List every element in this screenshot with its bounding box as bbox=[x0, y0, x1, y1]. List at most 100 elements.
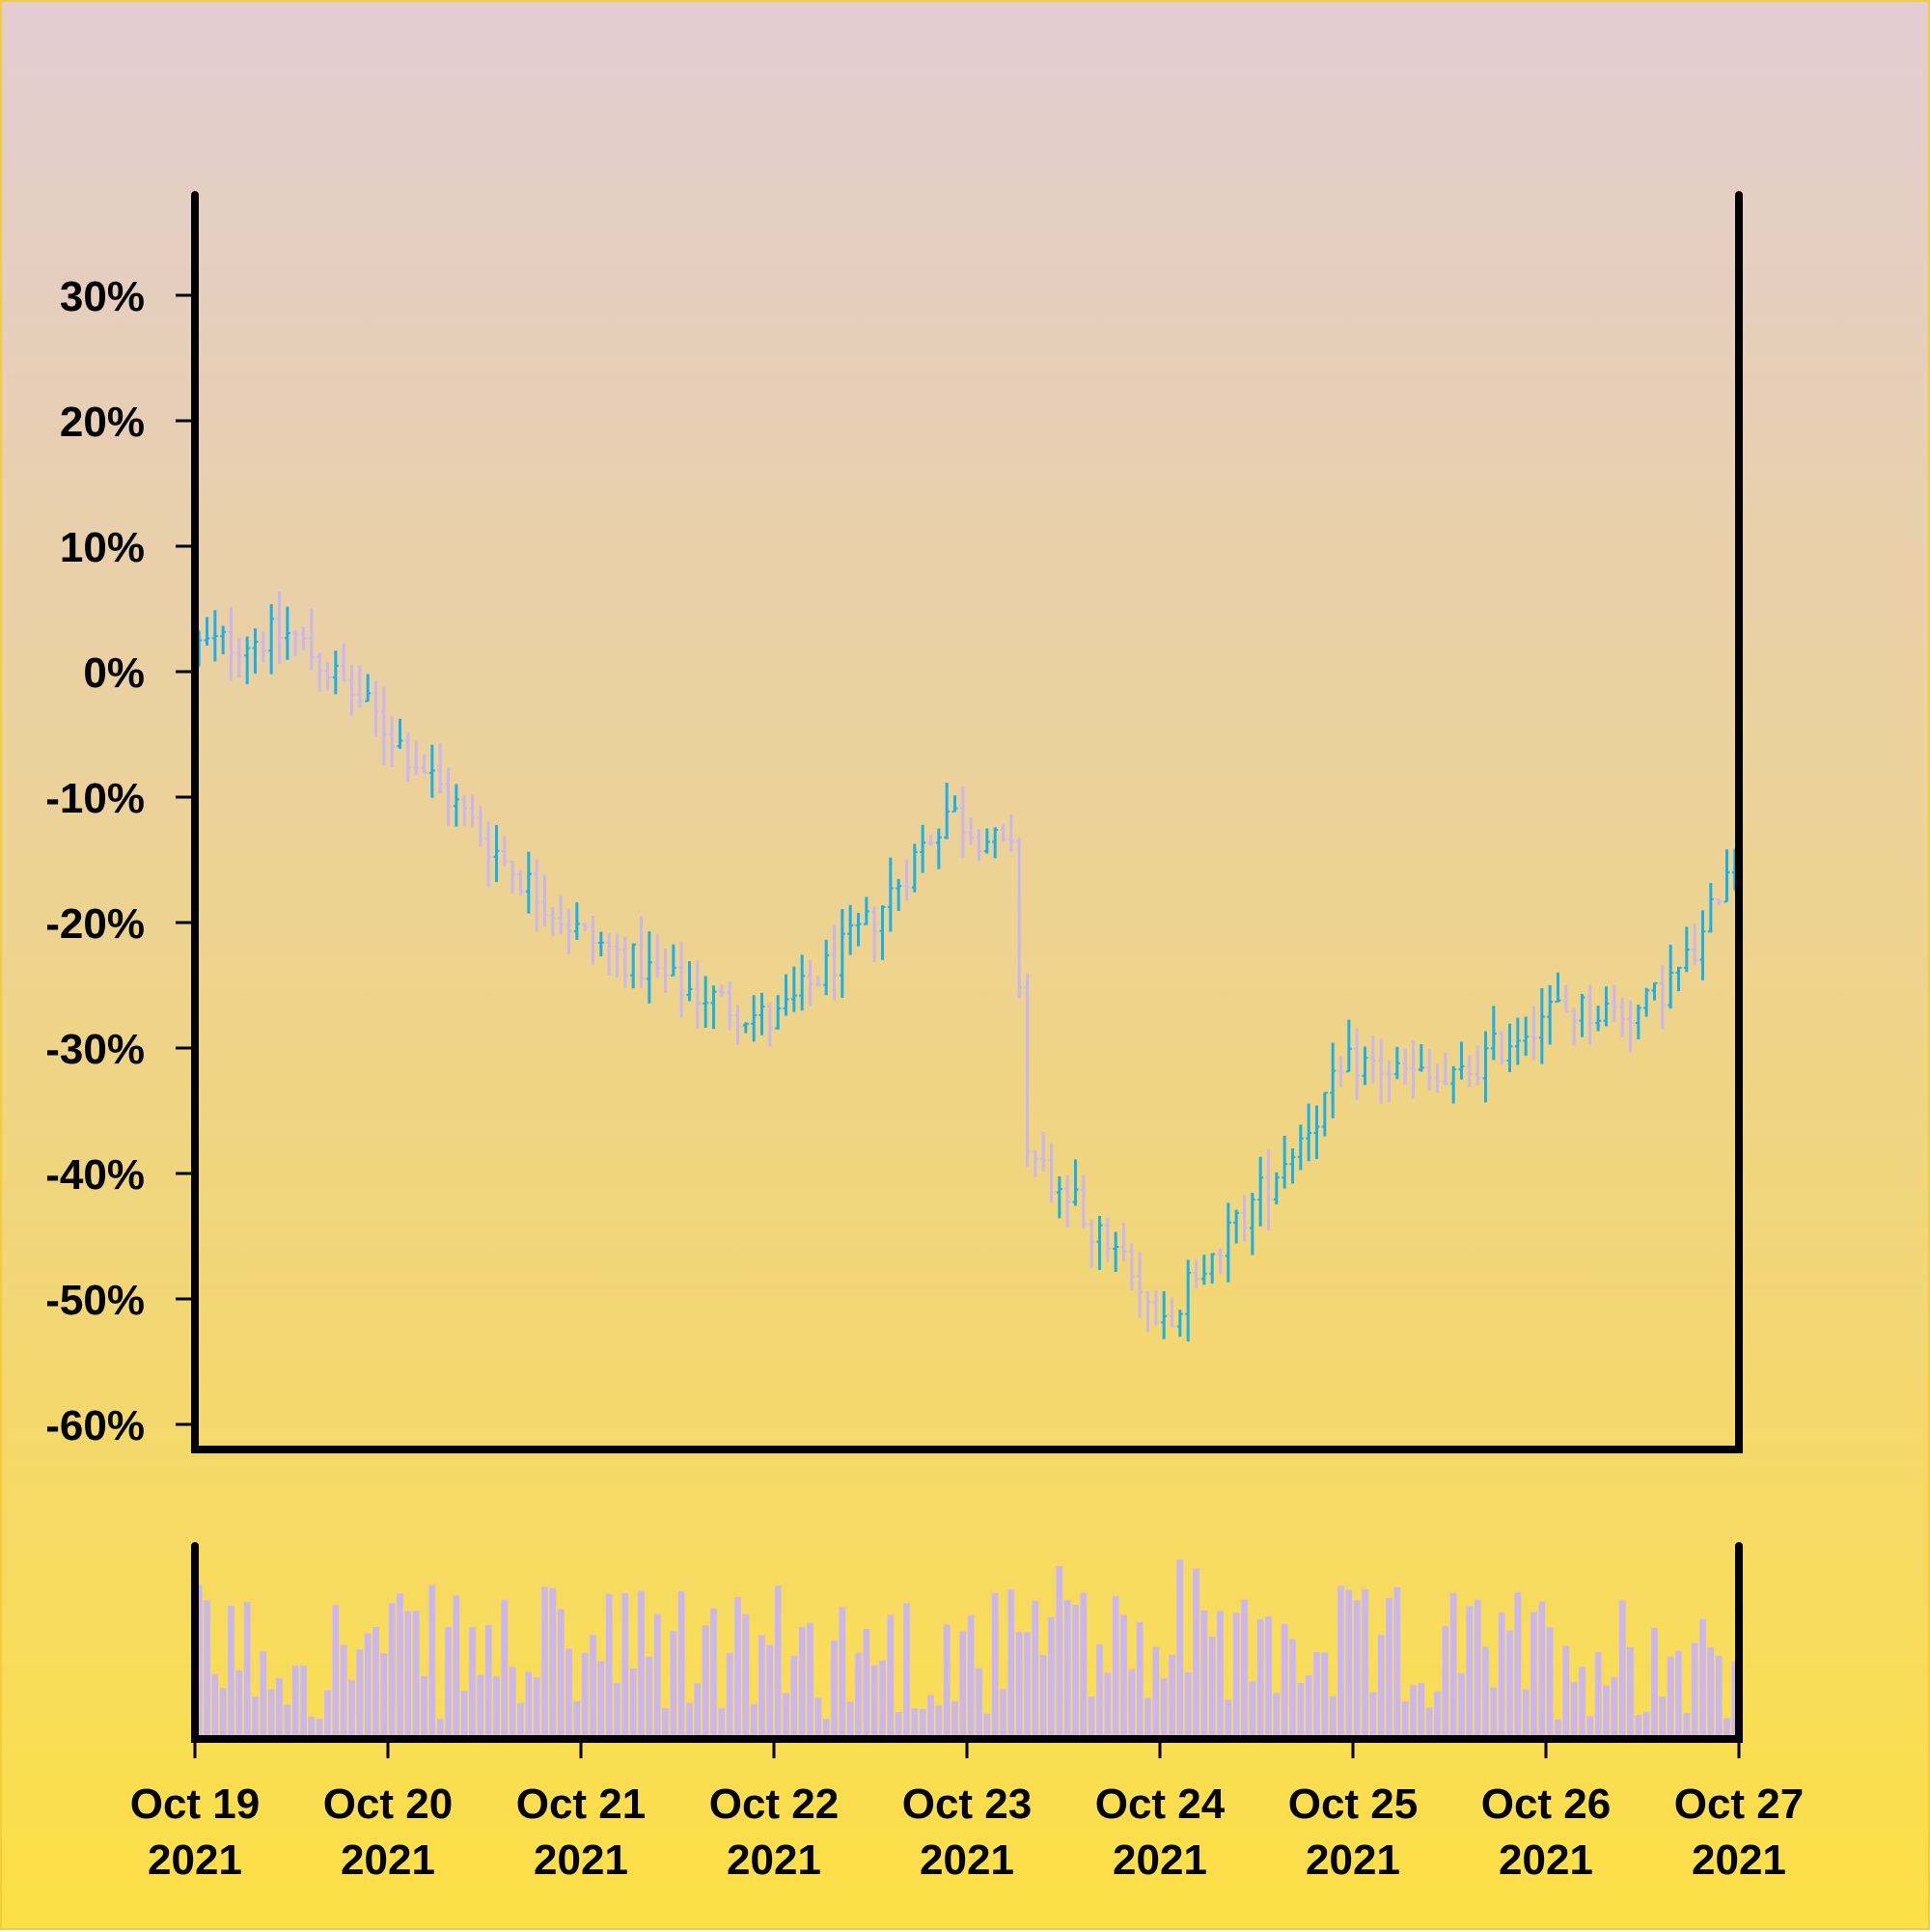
volume-bar bbox=[702, 1625, 709, 1739]
ohlc-bar bbox=[1586, 984, 1593, 1046]
ohlc-bar bbox=[389, 716, 396, 768]
ohlc-bar bbox=[1056, 1175, 1062, 1219]
ohlc-bar bbox=[775, 995, 782, 1030]
volume-bar bbox=[1723, 1718, 1730, 1739]
ohlc-bar bbox=[646, 931, 652, 1004]
ohlc-bar bbox=[590, 915, 596, 965]
ohlc-bar bbox=[558, 895, 565, 935]
volume-bar bbox=[983, 1713, 991, 1739]
volume-bar bbox=[1063, 1599, 1071, 1739]
volume-bar bbox=[798, 1626, 806, 1739]
ohlc-bar bbox=[630, 943, 637, 989]
ohlc-bar bbox=[1185, 1259, 1192, 1342]
ohlc-bar bbox=[428, 744, 435, 798]
ohlc-bar bbox=[525, 851, 532, 914]
volume-bar bbox=[397, 1593, 403, 1739]
ohlc-bar bbox=[461, 795, 468, 826]
ohlc-bar bbox=[1000, 823, 1006, 842]
ohlc-bar bbox=[983, 828, 990, 854]
volume-bar bbox=[774, 1586, 782, 1739]
volume-bar bbox=[1627, 1646, 1634, 1739]
ohlc-bar bbox=[517, 869, 524, 896]
ohlc-bar bbox=[1064, 1175, 1071, 1228]
volume-bar bbox=[1104, 1672, 1112, 1739]
ohlc-bar bbox=[1345, 1019, 1352, 1073]
ohlc-bar bbox=[751, 995, 758, 1042]
ohlc-bar bbox=[703, 976, 709, 1029]
volume-series bbox=[195, 1559, 1739, 1739]
ohlc-bar bbox=[1490, 1006, 1497, 1061]
volume-bar bbox=[1377, 1635, 1385, 1739]
ohlc-bar bbox=[718, 984, 725, 998]
ohlc-bar bbox=[1144, 1290, 1151, 1332]
volume-bar bbox=[1015, 1632, 1023, 1739]
volume-bar bbox=[204, 1600, 210, 1739]
volume-bar bbox=[1482, 1646, 1489, 1739]
volume-bar bbox=[1200, 1610, 1208, 1739]
ohlc-bar bbox=[244, 636, 251, 685]
ohlc-bar bbox=[1104, 1218, 1111, 1262]
volume-bar bbox=[1039, 1654, 1047, 1739]
ohlc-bar bbox=[397, 718, 403, 750]
ohlc-bar bbox=[437, 743, 444, 794]
ohlc-bar bbox=[1675, 966, 1682, 992]
ohlc-bar bbox=[501, 836, 508, 867]
ohlc-bar bbox=[356, 664, 363, 708]
ohlc-bar bbox=[1716, 897, 1723, 905]
volume-bar bbox=[1321, 1652, 1329, 1739]
ohlc-bar bbox=[1418, 1044, 1424, 1072]
volume-bar bbox=[284, 1704, 291, 1739]
volume-bar bbox=[1193, 1568, 1199, 1739]
ohlc-bar bbox=[1434, 1063, 1441, 1093]
volume-bar bbox=[436, 1719, 444, 1739]
volume-bar bbox=[501, 1599, 509, 1739]
ohlc-bar bbox=[1257, 1156, 1264, 1227]
ohlc-bar bbox=[573, 902, 580, 940]
x-tick-label-line2: 2021 bbox=[727, 1836, 821, 1884]
volume-bar bbox=[445, 1627, 452, 1739]
ohlc-bar bbox=[1530, 1006, 1537, 1061]
ohlc-bar bbox=[284, 606, 290, 660]
volume-bar bbox=[1345, 1589, 1353, 1739]
volume-bar bbox=[1184, 1671, 1192, 1739]
ohlc-bar bbox=[807, 959, 813, 1007]
volume-bar bbox=[291, 1666, 299, 1739]
volume-bar bbox=[1642, 1711, 1650, 1739]
ohlc-bar bbox=[727, 981, 733, 1031]
volume-bar bbox=[1651, 1627, 1658, 1739]
volume-bar bbox=[638, 1590, 645, 1739]
volume-bar bbox=[1579, 1667, 1585, 1739]
volume-bar bbox=[1530, 1612, 1537, 1739]
ohlc-bar bbox=[1273, 1172, 1280, 1204]
ohlc-bar bbox=[863, 897, 869, 925]
volume-bar bbox=[364, 1633, 372, 1739]
volume-bar bbox=[517, 1702, 524, 1739]
volume-bar bbox=[597, 1661, 605, 1739]
volume-bar bbox=[629, 1669, 637, 1739]
volume-bar bbox=[340, 1644, 347, 1739]
volume-bar bbox=[557, 1609, 565, 1739]
volume-bar bbox=[1675, 1650, 1682, 1739]
ohlc-bar bbox=[1072, 1159, 1079, 1206]
volume-bar bbox=[1715, 1655, 1723, 1739]
ohlc-bar bbox=[534, 859, 540, 932]
volume-bar bbox=[324, 1690, 331, 1739]
ohlc-bar bbox=[1048, 1143, 1055, 1202]
volume-bar bbox=[839, 1607, 846, 1739]
volume-bar bbox=[1080, 1592, 1088, 1739]
volume-bar bbox=[1273, 1693, 1281, 1739]
ohlc-bar bbox=[252, 628, 259, 675]
ohlc-bar bbox=[1282, 1136, 1288, 1189]
ohlc-bar bbox=[831, 925, 838, 1001]
volume-bar bbox=[1699, 1618, 1706, 1739]
volume-bar bbox=[316, 1719, 323, 1739]
y-tick-label: -60% bbox=[45, 1402, 145, 1449]
volume-bar bbox=[943, 1624, 951, 1739]
ohlc-series bbox=[196, 591, 1738, 1342]
ohlc-bar bbox=[1016, 838, 1023, 1000]
ohlc-bar bbox=[638, 916, 645, 988]
volume-bar bbox=[1289, 1639, 1296, 1739]
ohlc-bar bbox=[485, 821, 492, 888]
x-tick-label: Oct 25 2021 bbox=[1288, 1780, 1419, 1884]
